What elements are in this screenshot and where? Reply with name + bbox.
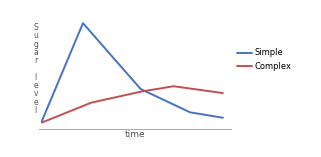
Simple (40, 120, 44, 122)
Simple (139, 88, 143, 90)
Simple (221, 117, 225, 119)
Complex (139, 91, 143, 93)
Line: Complex: Complex (42, 86, 223, 123)
Legend: Simple, Complex: Simple, Complex (237, 49, 292, 71)
Complex (89, 102, 93, 104)
Simple (81, 22, 85, 24)
X-axis label: time: time (125, 130, 145, 139)
Complex (40, 122, 44, 124)
Complex (172, 85, 176, 87)
Complex (221, 92, 225, 94)
Line: Simple: Simple (42, 23, 223, 121)
Y-axis label: S
u
g
a
r
 
l
e
v
e
l: S u g a r l e v e l (33, 23, 38, 115)
Simple (188, 111, 192, 113)
